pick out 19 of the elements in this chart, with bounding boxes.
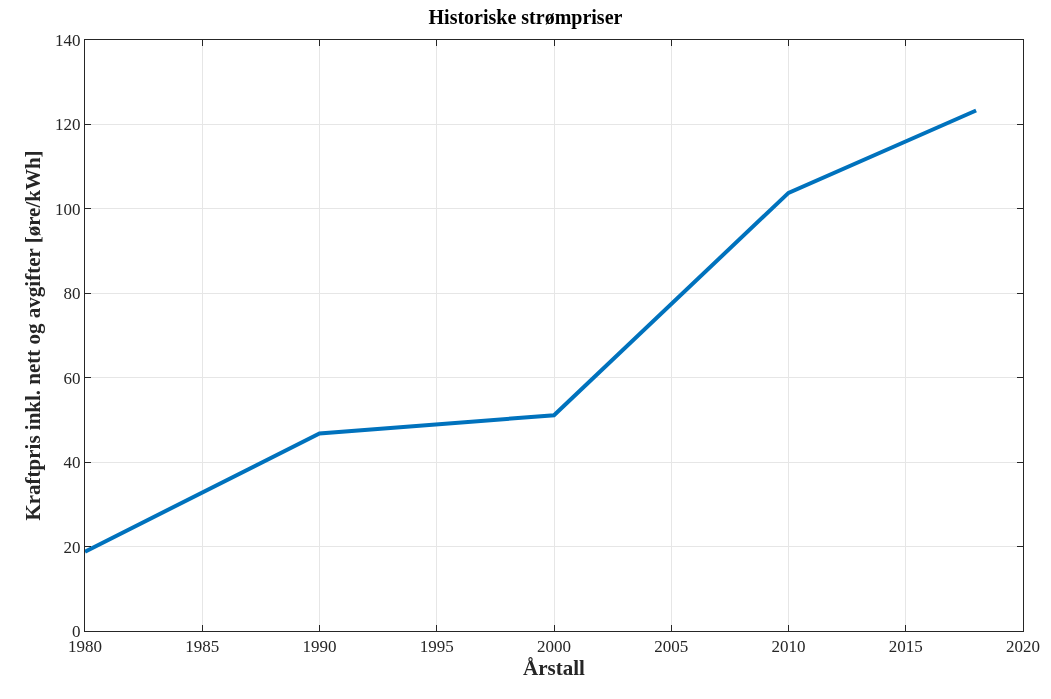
x-tick-label: 1985 xyxy=(185,637,220,657)
y-axis-title: Kraftpris inkl. nett og avgifter [øre/kWh] xyxy=(21,150,46,521)
y-tick-label: 140 xyxy=(55,30,81,50)
y-tick-label: 40 xyxy=(63,453,81,473)
y-tick-label: 120 xyxy=(55,115,81,135)
x-axis-title: Årstall xyxy=(523,656,586,681)
x-tick-label: 2020 xyxy=(1006,637,1040,657)
y-tick-label: 60 xyxy=(63,368,81,388)
x-tick-label: 1990 xyxy=(302,637,337,657)
x-tick-label: 2005 xyxy=(654,637,689,657)
x-tick-label: 1995 xyxy=(419,637,454,657)
y-tick-label: 20 xyxy=(63,537,81,557)
x-tick-label: 2010 xyxy=(771,637,806,657)
y-tick-label: 80 xyxy=(63,284,81,304)
y-tick-label: 100 xyxy=(55,199,81,219)
line-series xyxy=(85,108,979,554)
x-tick-label: 2000 xyxy=(537,637,571,657)
x-tick-label: 2015 xyxy=(888,637,923,657)
chart-title: Historiske strømpriser xyxy=(428,6,623,30)
